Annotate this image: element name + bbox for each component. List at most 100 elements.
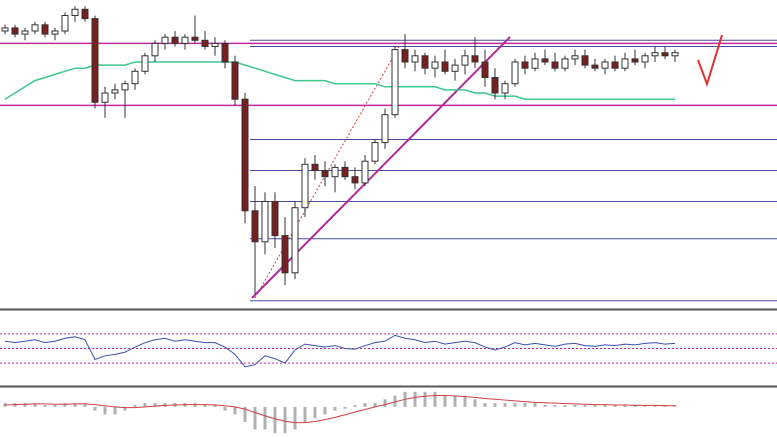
histogram-bar xyxy=(143,403,147,407)
candle-body xyxy=(181,36,189,44)
candle-body xyxy=(361,160,369,184)
candle-body xyxy=(301,163,309,209)
histogram-bar xyxy=(223,406,227,411)
histogram-bar xyxy=(23,403,27,407)
rsi-panel xyxy=(0,333,777,368)
candle-body xyxy=(291,207,299,274)
candle-body xyxy=(131,70,139,85)
histogram-bar xyxy=(603,404,607,407)
histogram-bar xyxy=(453,395,457,407)
histogram-bar xyxy=(133,404,137,407)
candle-body xyxy=(411,55,419,63)
histogram-bar xyxy=(293,406,297,430)
histogram-bar xyxy=(543,404,547,407)
histogram-bar xyxy=(513,403,517,407)
candle-body xyxy=(121,83,129,91)
candle-body xyxy=(371,142,379,162)
histogram-bar xyxy=(503,403,507,407)
candle-body xyxy=(331,166,339,178)
histogram-bar xyxy=(573,404,577,407)
candle-body xyxy=(91,18,99,103)
candle-body xyxy=(611,61,619,69)
histogram-bar xyxy=(283,406,287,434)
candle-body xyxy=(391,49,399,116)
candle-body xyxy=(421,55,429,69)
candle-body xyxy=(471,55,479,63)
histogram-bar xyxy=(583,404,587,407)
histogram-bar xyxy=(153,403,157,407)
price-panel xyxy=(1,6,679,295)
candle-body xyxy=(321,170,329,178)
candle-body xyxy=(601,61,609,69)
candle-body xyxy=(591,64,599,69)
histogram-bar xyxy=(263,406,267,430)
histogram-bar xyxy=(93,406,97,411)
histogram-bar xyxy=(203,404,207,407)
candle-body xyxy=(11,27,19,35)
candle-body xyxy=(451,64,459,72)
histogram-bar xyxy=(73,403,77,407)
candle-body xyxy=(81,8,89,20)
trend-line xyxy=(251,36,511,299)
candle-body xyxy=(501,83,509,94)
candle-body xyxy=(401,49,409,63)
histogram-bar xyxy=(433,391,437,407)
histogram-bar xyxy=(273,406,277,434)
levels xyxy=(0,39,777,302)
candle-body xyxy=(621,58,629,69)
candle-body xyxy=(31,24,39,32)
candle-body xyxy=(641,55,649,63)
histogram-bar xyxy=(233,406,237,415)
histogram-bar xyxy=(653,404,657,407)
candle-body xyxy=(631,58,639,63)
histogram-bar xyxy=(343,406,347,409)
histogram-bar xyxy=(243,406,247,422)
candle-body xyxy=(651,52,659,57)
candle-body xyxy=(671,52,679,57)
histogram-bar xyxy=(253,406,257,430)
candle-body xyxy=(661,52,669,57)
histogram-bar xyxy=(483,403,487,407)
candle-body xyxy=(251,210,259,243)
histogram-bar xyxy=(43,404,47,407)
candle-body xyxy=(511,61,519,85)
candle-body xyxy=(271,201,279,237)
histogram-bar xyxy=(113,406,117,415)
candle-body xyxy=(211,42,219,48)
histogram-bar xyxy=(63,403,67,407)
candle-body xyxy=(431,61,439,69)
histogram-bar xyxy=(353,404,357,407)
candle-body xyxy=(61,15,69,32)
candle-body xyxy=(461,55,469,66)
candle-body xyxy=(161,36,169,44)
histogram-bar xyxy=(103,406,107,415)
histogram-bar xyxy=(523,403,527,407)
candle-body xyxy=(531,58,539,69)
histogram-bar xyxy=(333,406,337,411)
candle-body xyxy=(571,55,579,60)
histogram-bar xyxy=(493,403,497,407)
candle-body xyxy=(191,36,199,41)
histogram-bar xyxy=(563,404,567,407)
candle-body xyxy=(221,42,229,63)
moving-average xyxy=(4,61,675,100)
histogram-bar xyxy=(463,395,467,407)
candle-body xyxy=(281,235,289,274)
candle-body xyxy=(151,42,159,57)
candle-body xyxy=(231,61,239,100)
candle-body xyxy=(581,55,589,66)
histogram-bar xyxy=(33,403,37,407)
candle-body xyxy=(171,36,179,44)
histogram-bar xyxy=(393,395,397,407)
candle-body xyxy=(521,61,529,69)
histogram-bar xyxy=(213,404,217,407)
histogram-bar xyxy=(123,406,127,411)
histogram-bar xyxy=(423,391,427,407)
histogram-bar xyxy=(473,399,477,407)
macd-panel xyxy=(3,391,677,434)
histogram-bar xyxy=(373,403,377,407)
histogram-bar xyxy=(443,395,447,407)
candle-body xyxy=(21,30,29,35)
histogram-bar xyxy=(83,403,87,407)
